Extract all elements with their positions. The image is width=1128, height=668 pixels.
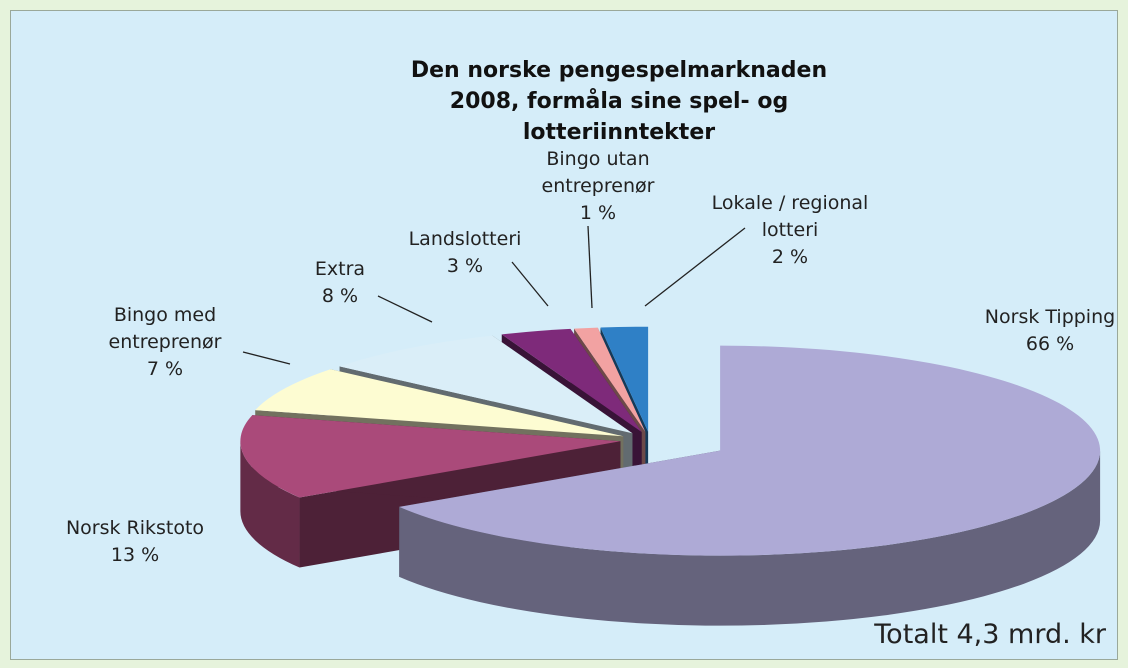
category-label: Norsk Rikstoto	[65, 517, 205, 539]
category-label: Bingo med entreprenør	[108, 304, 222, 353]
slice	[399, 345, 1101, 556]
slice	[501, 328, 642, 433]
value-label: 2 %	[771, 246, 809, 268]
slice-side	[399, 450, 1101, 626]
value-label: 8 %	[321, 285, 359, 307]
annotation: Totalt 4,3 mrd. kr	[874, 619, 1106, 650]
slice	[574, 327, 646, 432]
value-label: 7 %	[146, 358, 184, 380]
leader-line	[511, 261, 549, 307]
slice-label: Extra 8 %	[280, 256, 400, 310]
slice-label: Bingo utan entreprenør 1 %	[518, 146, 678, 227]
category-label: Norsk Tipping	[984, 306, 1116, 328]
slice	[600, 326, 649, 432]
slice-label: Landslotteri 3 %	[385, 226, 545, 280]
value-label: 3 %	[446, 255, 484, 277]
category-label: Bingo utan entreprenør	[541, 148, 655, 197]
slice-label: Norsk Rikstoto 13 %	[25, 515, 245, 569]
pie	[240, 326, 1101, 626]
slice-side	[240, 441, 300, 568]
slice-label: Norsk Tipping 66 %	[940, 304, 1128, 358]
category-label: Lokale / regional lotteri	[711, 192, 869, 241]
leader-line	[644, 227, 746, 307]
slice-label: Lokale / regional lotteri 2 %	[690, 190, 890, 271]
slice	[339, 335, 633, 434]
chart-title: Den norske pengespelmarknaden 2008, form…	[410, 58, 828, 145]
leader-line	[242, 351, 291, 365]
category-label: Extra	[314, 258, 366, 280]
slice	[255, 369, 624, 437]
value-label: 66 %	[1025, 333, 1075, 355]
slice-label: Bingo med entreprenør 7 %	[85, 302, 245, 383]
slice	[240, 415, 621, 498]
leader-line	[587, 225, 593, 309]
leader-lines	[242, 225, 746, 365]
value-label: 1 %	[579, 202, 617, 224]
category-label: Landslotteri	[408, 228, 522, 250]
leader-line	[377, 295, 433, 323]
value-label: 13 %	[110, 544, 160, 566]
